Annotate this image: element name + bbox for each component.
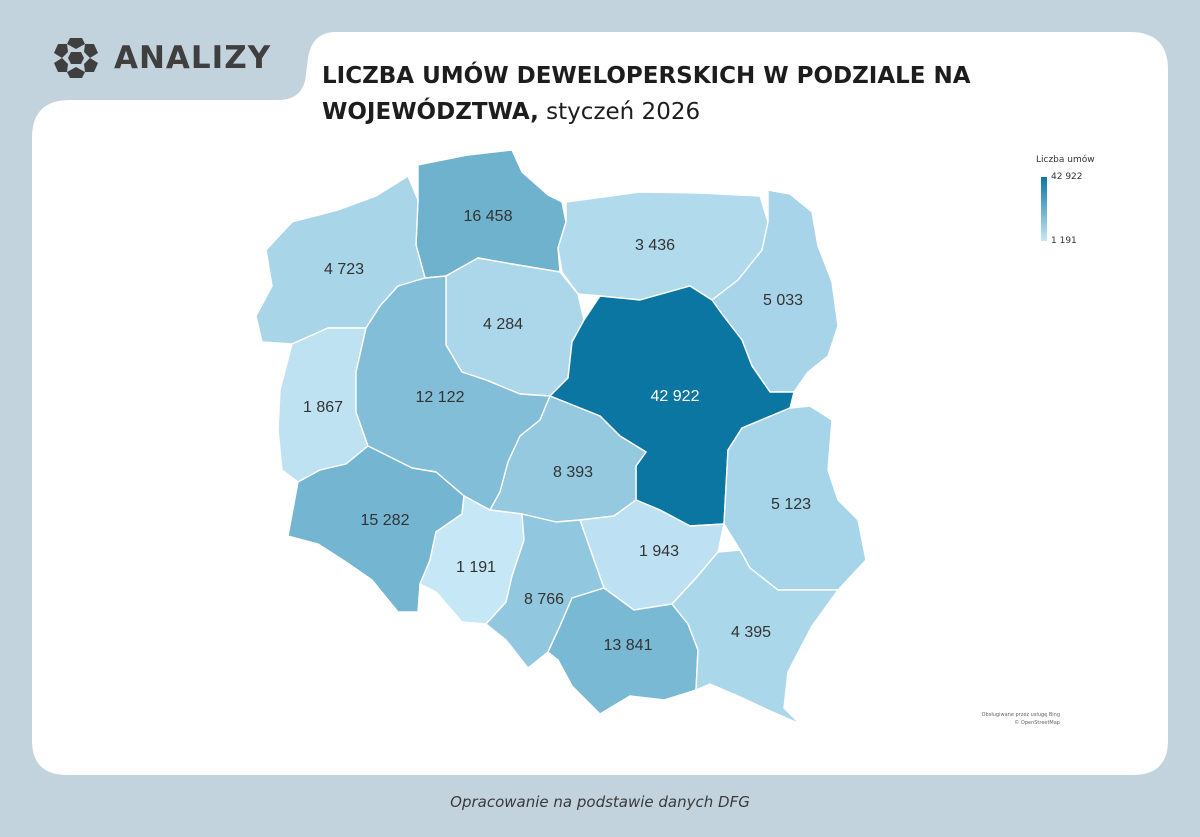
region-value-label: 42 922 [651, 388, 700, 405]
brand-logo: ANALIZY [52, 36, 271, 80]
region-value-label: 8 393 [553, 464, 593, 481]
region-value-label: 13 841 [604, 637, 653, 654]
region-value-label: 5 123 [771, 496, 811, 513]
region-value-label: 3 436 [635, 237, 675, 254]
legend-title: Liczba umów [1036, 155, 1095, 165]
color-legend: Liczba umów 42 922 1 191 [1036, 155, 1126, 246]
hexagon-flower-icon [54, 38, 98, 78]
region-value-label: 15 282 [361, 512, 410, 529]
region-value-label: 1 191 [456, 559, 496, 576]
chart-title: LICZBA UMÓW DEWELOPERSKICH W PODZIALE NA… [322, 58, 1122, 130]
region-value-label: 4 395 [731, 624, 771, 641]
region-value-label: 16 458 [464, 208, 513, 225]
region-value-label: 5 033 [763, 292, 803, 309]
region-lubelskie [723, 405, 867, 591]
attribution-line2: © OpenStreetMap [1014, 720, 1060, 726]
title-line2: WOJEWÓDZTWA, [322, 99, 539, 125]
legend-min-label: 1 191 [1051, 236, 1077, 246]
source-note: Opracowanie na podstawie danych DFG [450, 793, 750, 811]
region-value-label: 1 867 [303, 399, 343, 416]
attribution-line1: Obsługiwane przez usługę Bing [981, 712, 1060, 718]
region-value-label: 4 284 [483, 316, 523, 333]
region-value-label: 1 943 [639, 543, 679, 560]
region-value-label: 4 723 [324, 261, 364, 278]
brand-name: ANALIZY [114, 40, 272, 76]
region-value-label: 8 766 [524, 591, 564, 608]
title-line1: LICZBA UMÓW DEWELOPERSKICH W PODZIALE NA [322, 63, 971, 89]
map-attribution: Obsługiwane przez usługę Bing © OpenStre… [950, 711, 1060, 727]
legend-max-label: 42 922 [1051, 172, 1083, 182]
title-date: styczeń 2026 [538, 99, 701, 125]
region-podkarpackie [671, 549, 839, 725]
region-value-label: 12 122 [416, 389, 465, 406]
legend-gradient-bar [1041, 177, 1047, 241]
